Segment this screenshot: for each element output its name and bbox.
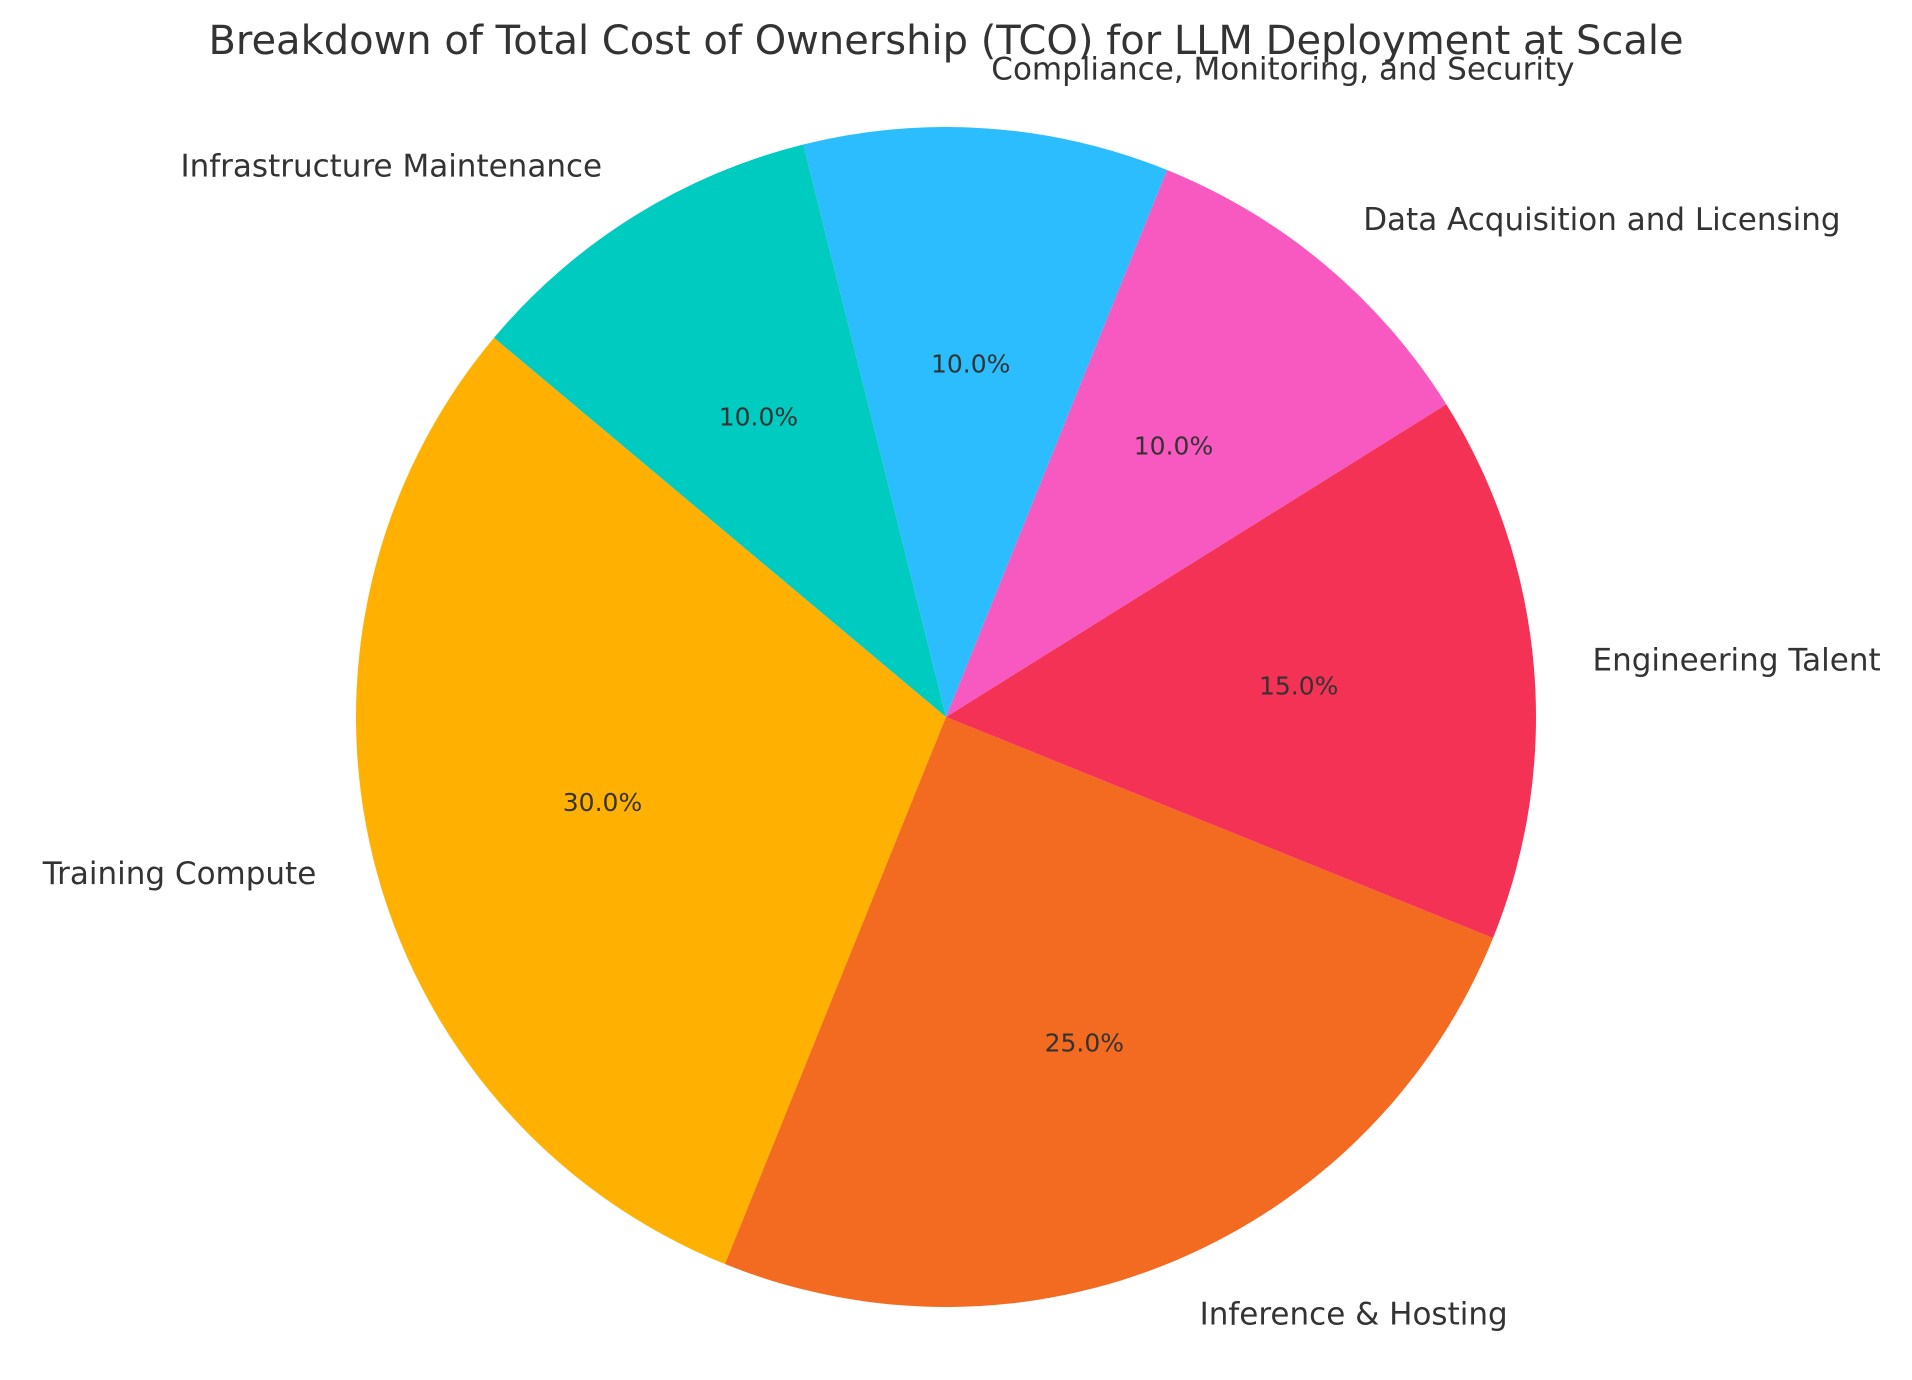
pie-slice-infrastructure-maintenance [494, 144, 946, 717]
pct-label-data-acquisition-and-licensing: 10.0% [1134, 431, 1213, 460]
pct-label-compliance-monitoring-and-security: 10.0% [931, 349, 1010, 378]
pie-slices [355, 127, 1537, 1308]
slice-label-engineering-talent: Engineering Talent [1593, 642, 1881, 678]
pct-label-inference-hosting: 25.0% [1045, 1028, 1124, 1057]
pie-slice-training-compute [355, 337, 946, 1265]
pct-label-infrastructure-maintenance: 10.0% [719, 402, 798, 431]
slice-label-inference-hosting: Inference & Hosting [1200, 1296, 1508, 1332]
slice-label-training-compute: Training Compute [42, 856, 317, 892]
pie-slice-inference-hosting [724, 717, 1494, 1308]
pie-slice-engineering-talent [946, 404, 1537, 939]
slice-label-infrastructure-maintenance: Infrastructure Maintenance [180, 149, 602, 185]
chart-title: Breakdown of Total Cost of Ownership (TC… [208, 18, 1683, 64]
slice-label-compliance-monitoring-and-security: Compliance, Monitoring, and Security [991, 52, 1574, 88]
pie-slice-compliance-monitoring-and-security [803, 127, 1168, 717]
pie-slice-data-acquisition-and-licensing [946, 169, 1447, 717]
pie-labels: 30.0% Training Compute 25.0% Inference & Ho… [42, 52, 1881, 1333]
pct-label-training-compute: 30.0% [563, 788, 642, 817]
slice-label-data-acquisition-and-licensing: Data Acquisition and Licensing [1363, 202, 1840, 238]
pct-label-engineering-talent: 15.0% [1259, 672, 1338, 701]
